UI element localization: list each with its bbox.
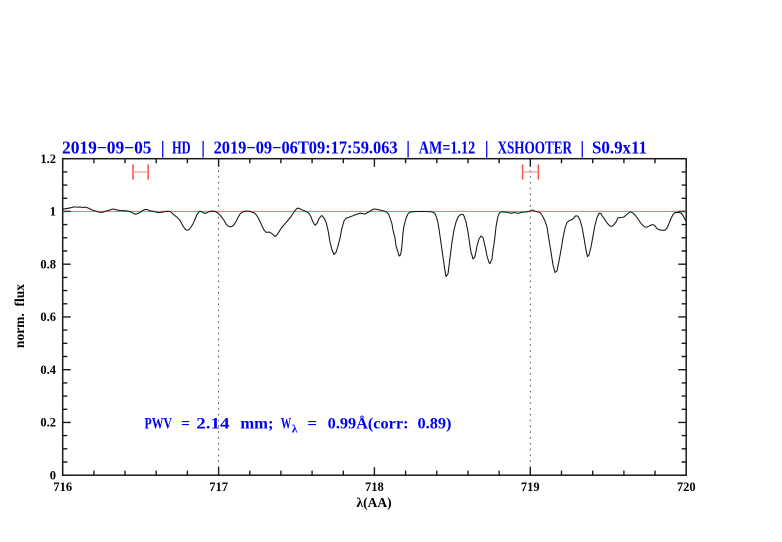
svg-text:=: = — [307, 416, 317, 433]
svg-text:|: | — [406, 138, 410, 158]
svg-text:0.99Å(corr:: 0.99Å(corr: — [328, 416, 409, 433]
svg-text:2.14: 2.14 — [196, 416, 230, 433]
svg-text:0.8: 0.8 — [40, 257, 56, 271]
svg-text:|: | — [485, 138, 489, 158]
svg-text:0.4: 0.4 — [40, 363, 56, 377]
svg-text:719: 719 — [521, 480, 540, 494]
svg-text:2019−09−06T09:17:59.063: 2019−09−06T09:17:59.063 — [214, 138, 398, 158]
svg-text:716: 716 — [53, 480, 72, 494]
svg-text:0.6: 0.6 — [40, 310, 56, 324]
svg-text:mm;: mm; — [240, 416, 273, 433]
svg-text:|: | — [161, 138, 165, 158]
svg-text:2019−09−05: 2019−09−05 — [62, 138, 152, 158]
svg-text:S0.9x11: S0.9x11 — [592, 138, 647, 158]
svg-text:1.2: 1.2 — [40, 152, 56, 166]
svg-text:HD: HD — [172, 138, 191, 158]
svg-text:0.89): 0.89) — [418, 416, 452, 433]
svg-text:AM=1.12: AM=1.12 — [419, 138, 475, 158]
svg-text:=: = — [181, 416, 190, 433]
svg-text:|: | — [580, 138, 584, 158]
svg-text:λ: λ — [292, 424, 298, 436]
svg-text:1: 1 — [50, 205, 56, 219]
svg-text:PWV: PWV — [145, 416, 173, 433]
svg-text:|: | — [201, 138, 205, 158]
svg-text:718: 718 — [365, 480, 384, 494]
svg-text:norm. flux: norm. flux — [12, 284, 27, 348]
svg-text:λ(AA): λ(AA) — [356, 495, 391, 510]
svg-text:XSHOOTER: XSHOOTER — [498, 138, 573, 158]
svg-text:717: 717 — [209, 480, 228, 494]
svg-text:W: W — [281, 416, 292, 433]
svg-text:0: 0 — [50, 468, 56, 482]
svg-text:0.2: 0.2 — [40, 416, 56, 430]
svg-text:720: 720 — [677, 480, 696, 494]
